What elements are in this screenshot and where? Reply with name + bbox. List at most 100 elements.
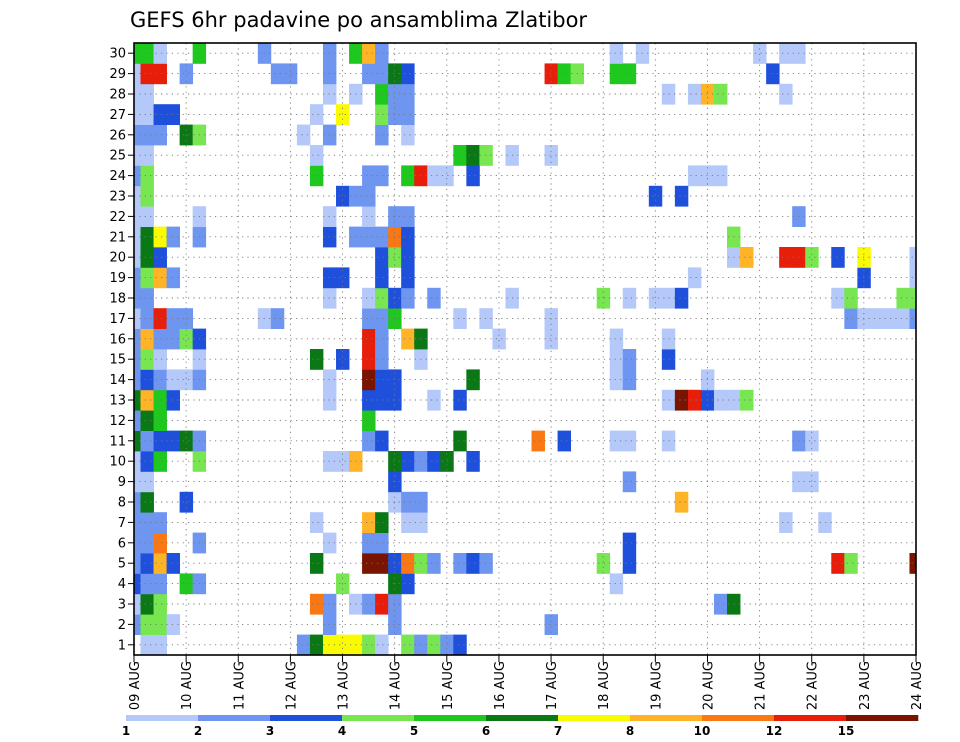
heatmap-cell	[362, 328, 376, 350]
heatmap-cell	[153, 349, 167, 370]
heatmap-cell	[153, 369, 167, 391]
heatmap-cell	[322, 369, 337, 391]
y-tick-label: 7	[118, 516, 126, 531]
heatmap-cell	[375, 43, 389, 64]
heatmap-cell	[134, 614, 141, 635]
legend-label: 8	[626, 724, 634, 738]
heatmap-cell	[674, 491, 689, 513]
heatmap-cell	[544, 614, 558, 635]
legend-swatch	[846, 715, 919, 721]
heatmap-cell	[700, 83, 715, 105]
heatmap-cell	[453, 553, 467, 574]
legend-label: 3	[266, 724, 274, 738]
heatmap-cell	[362, 165, 376, 187]
heatmap-cell	[140, 308, 154, 329]
heatmap-cell	[322, 83, 337, 105]
heatmap-cell	[166, 553, 181, 574]
heatmap-cell	[661, 83, 676, 105]
heatmap-cell	[622, 553, 637, 574]
grid-lines	[134, 43, 916, 655]
heatmap-cell	[179, 369, 194, 391]
heatmap-cell	[140, 532, 154, 554]
heatmap-cell	[140, 165, 154, 187]
x-tick-label: 11 AUG	[232, 661, 247, 710]
heatmap-cell	[388, 287, 402, 309]
heatmap-cell	[153, 512, 167, 533]
heatmap-cell	[166, 369, 181, 391]
legend-swatch	[198, 715, 271, 721]
heatmap-cell	[153, 614, 167, 635]
heatmap-cell	[153, 226, 167, 248]
heatmap-cell	[805, 430, 819, 452]
legend-label: 5	[410, 724, 418, 738]
heatmap-cell	[362, 63, 376, 85]
x-tick-label: 21 AUG	[754, 661, 769, 710]
heatmap-cell	[375, 389, 389, 411]
heatmap-cell	[309, 145, 324, 166]
y-tick-label: 10	[109, 455, 126, 470]
heatmap-cell	[401, 512, 415, 533]
heatmap-cell	[453, 389, 467, 411]
heatmap-cell	[322, 43, 337, 64]
heatmap-cell	[713, 165, 728, 187]
heatmap-cell	[140, 63, 154, 85]
heatmap-cell	[427, 451, 441, 472]
y-tick-label: 13	[109, 394, 126, 409]
heatmap-cell	[687, 389, 702, 411]
y-tick-label: 12	[109, 414, 126, 429]
heatmap-cell	[140, 124, 154, 146]
legend-swatch	[126, 715, 199, 721]
heatmap-cell	[466, 451, 480, 472]
legend-label: 12	[766, 724, 783, 738]
heatmap-cell	[140, 83, 154, 105]
legend-swatch	[342, 715, 415, 721]
heatmap-cell	[134, 287, 141, 309]
x-tick-label: 22 AUG	[806, 661, 821, 710]
heatmap-cell	[134, 226, 141, 248]
heatmap-cell	[153, 124, 167, 146]
heatmap-cell	[401, 634, 415, 656]
heatmap-cell	[427, 389, 441, 411]
legend-swatch	[486, 715, 559, 721]
heatmap-cell	[179, 63, 194, 85]
legend-label: 1	[122, 724, 130, 738]
heatmap-cell	[134, 532, 141, 554]
heatmap-cell	[622, 287, 637, 309]
heatmap-cell	[134, 185, 141, 207]
y-tick-label: 15	[109, 353, 126, 368]
heatmap-cell	[362, 185, 376, 207]
heatmap-cell	[401, 553, 415, 574]
x-tick-label: 13 AUG	[337, 661, 352, 710]
legend-swatch	[558, 715, 631, 721]
heatmap-cell	[134, 124, 141, 146]
heatmap-cell	[531, 430, 545, 452]
heatmap-cell	[401, 165, 415, 187]
heatmap-cell	[401, 328, 415, 350]
heatmap-cell	[388, 63, 402, 85]
heatmap-cell	[466, 553, 480, 574]
heatmap-cell	[153, 451, 167, 472]
heatmap-cell	[596, 553, 611, 574]
heatmap-cell	[362, 226, 376, 248]
heatmap-cell	[453, 430, 467, 452]
heatmap-cell	[661, 287, 676, 309]
heatmap-cell	[388, 247, 402, 268]
heatmap-cell	[401, 124, 415, 146]
heatmap-cell	[134, 471, 141, 493]
heatmap-cell	[427, 165, 441, 187]
heatmap-cell	[336, 349, 350, 370]
heatmap-cell	[140, 369, 154, 391]
heatmap-cell	[375, 165, 389, 187]
heatmap-cell	[609, 573, 624, 595]
heatmap-cell	[153, 43, 167, 64]
heatmap-cell	[388, 593, 402, 615]
heatmap-cell	[687, 165, 702, 187]
x-tick-label: 14 AUG	[389, 661, 404, 710]
heatmap-cell	[179, 430, 194, 452]
heatmap-cell	[544, 63, 558, 85]
heatmap-cell	[375, 328, 389, 350]
legend-label: 15	[838, 724, 855, 738]
heatmap-cell	[140, 349, 154, 370]
y-tick-label: 6	[118, 536, 126, 551]
